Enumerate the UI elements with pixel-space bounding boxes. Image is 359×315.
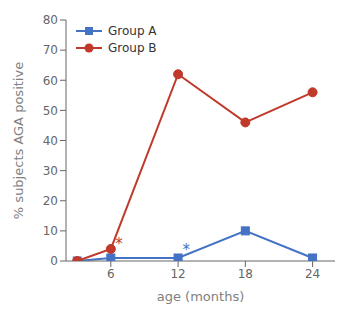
svg-text:80: 80 xyxy=(43,13,58,27)
svg-text:6: 6 xyxy=(107,267,115,281)
svg-text:12: 12 xyxy=(170,267,185,281)
svg-text:20: 20 xyxy=(43,194,58,208)
svg-text:50: 50 xyxy=(43,104,58,118)
svg-text:% subjects AGA positive: % subjects AGA positive xyxy=(11,62,26,219)
svg-text:40: 40 xyxy=(43,134,58,148)
svg-text:18: 18 xyxy=(238,267,253,281)
svg-text:*: * xyxy=(115,235,123,253)
svg-text:30: 30 xyxy=(43,164,58,178)
svg-text:age (months): age (months) xyxy=(157,289,244,304)
svg-text:0: 0 xyxy=(50,254,58,268)
html-text:Group B: Group B xyxy=(108,41,157,55)
svg-text:24: 24 xyxy=(305,267,320,281)
svg-text:*: * xyxy=(183,241,191,259)
svg-text:60: 60 xyxy=(43,74,58,88)
html-text:Group A: Group A xyxy=(108,24,157,38)
svg-text:70: 70 xyxy=(43,43,58,57)
svg-text:10: 10 xyxy=(43,224,58,238)
